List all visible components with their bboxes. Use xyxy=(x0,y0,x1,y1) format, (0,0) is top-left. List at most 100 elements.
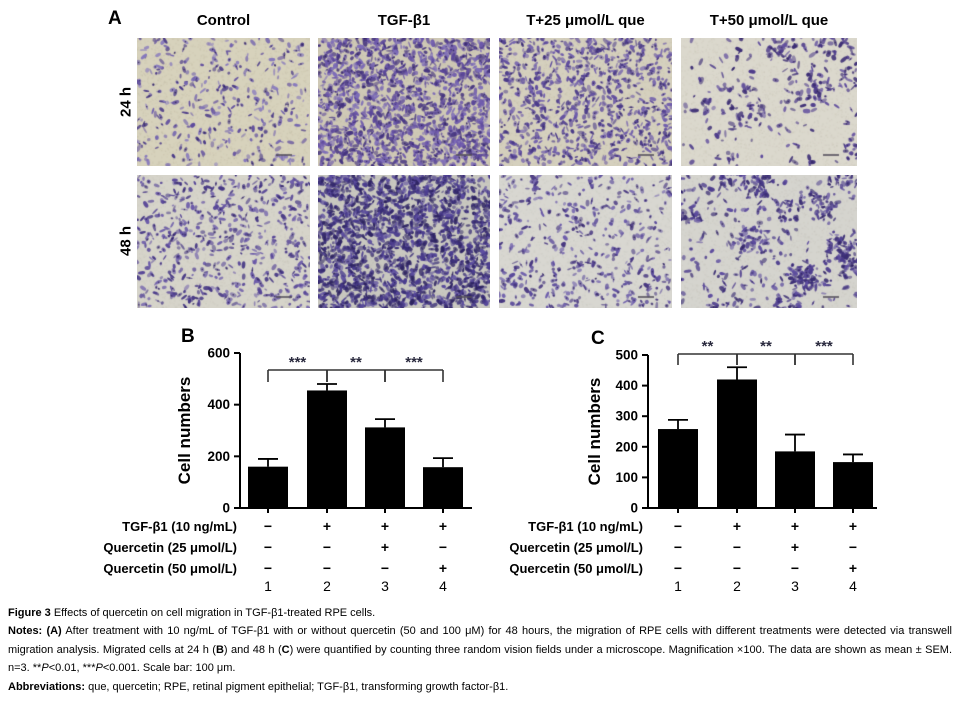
caption-run: C xyxy=(281,643,290,656)
bar-group-3 xyxy=(365,427,405,508)
y-axis-title: Cell numbers xyxy=(175,377,194,485)
micrograph-48h-t25que xyxy=(499,175,672,308)
treatment-cell: + xyxy=(438,560,448,576)
treatment-row-label: Quercetin (50 μmol/L) xyxy=(509,561,643,576)
y-tick-label: 300 xyxy=(615,409,638,424)
caption-run: P xyxy=(41,662,49,675)
caption-run: <0.01, *** xyxy=(48,662,96,675)
caption-notes: Notes: (A) After treatment with 10 ng/mL… xyxy=(8,622,952,677)
significance-stars: *** xyxy=(815,338,833,355)
column-header-tgfb1: TGF-β1 xyxy=(377,12,431,29)
bar-group-4 xyxy=(423,467,463,508)
caption-run: Abbreviations: xyxy=(8,680,89,693)
y-tick-label: 200 xyxy=(207,449,230,464)
treatment-cell: + xyxy=(848,518,858,534)
bar-group-1 xyxy=(248,466,288,508)
treatment-cell: − xyxy=(673,560,683,576)
treatment-cell: − xyxy=(263,560,273,576)
lane-number: 1 xyxy=(264,578,272,594)
significance-stars: ** xyxy=(702,338,714,355)
caption-run: After treatment with 10 ng/mL of TGF-β1 … xyxy=(8,625,952,656)
treatment-cell: + xyxy=(732,518,742,534)
significance-stars: *** xyxy=(289,354,307,371)
bar-group-2 xyxy=(717,379,757,508)
row-label-24h: 24 h xyxy=(117,86,135,118)
bar-group-2 xyxy=(307,390,347,508)
y-tick-label: 600 xyxy=(207,346,230,361)
bar-group-4 xyxy=(833,462,873,508)
treatment-cell: + xyxy=(790,518,800,534)
treatment-row-label: Quercetin (50 μmol/L) xyxy=(103,561,237,576)
lane-number: 2 xyxy=(323,578,331,594)
micrograph-48h-tgfb1 xyxy=(318,175,490,308)
treatment-cell: − xyxy=(263,539,273,555)
lane-number: 1 xyxy=(674,578,682,594)
y-tick-label: 200 xyxy=(615,439,638,454)
bar-group-1 xyxy=(658,429,698,508)
figure-caption: Figure 3 Effects of quercetin on cell mi… xyxy=(8,604,952,696)
y-tick-label: 100 xyxy=(615,470,638,485)
micrograph-24h-t50que xyxy=(681,38,857,166)
micrograph-24h-tgfb1 xyxy=(318,38,490,166)
panel-c-label: C xyxy=(591,328,605,349)
treatment-cell: − xyxy=(732,560,742,576)
y-tick-label: 400 xyxy=(615,378,638,393)
column-header-t50que: T+50 μmol/L que xyxy=(709,12,829,29)
lane-number: 2 xyxy=(733,578,741,594)
significance-stars: *** xyxy=(405,354,423,371)
caption-run: Notes: xyxy=(8,625,47,638)
significance-stars: ** xyxy=(350,354,362,371)
bar-group-3 xyxy=(775,451,815,508)
caption-run: P xyxy=(95,662,103,675)
treatment-cell: − xyxy=(673,539,683,555)
row-label-48h: 48 h xyxy=(117,225,135,257)
caption-run: B xyxy=(215,643,224,656)
y-tick-label: 400 xyxy=(207,397,230,412)
lane-number: 4 xyxy=(439,578,447,594)
caption-run: Effects of quercetin on cell migration i… xyxy=(53,607,376,619)
lane-number: 3 xyxy=(381,578,389,594)
treatment-cell: + xyxy=(380,518,390,534)
panel-b-label: B xyxy=(181,326,195,347)
caption-run: <0.001. Scale bar: 100 μm. xyxy=(102,662,236,675)
caption-run: que, quercetin; RPE, retinal pigment epi… xyxy=(88,680,509,693)
lane-number: 4 xyxy=(849,578,857,594)
treatment-row-label: Quercetin (25 μmol/L) xyxy=(509,540,643,555)
caption-run: Figure 3 xyxy=(8,607,54,619)
treatment-cell: − xyxy=(263,518,273,534)
treatment-cell: − xyxy=(790,560,800,576)
treatment-cell: + xyxy=(380,539,390,555)
caption-title: Figure 3 Effects of quercetin on cell mi… xyxy=(8,604,952,622)
treatment-cell: − xyxy=(848,539,858,555)
significance-stars: ** xyxy=(760,338,772,355)
caption-abbreviations: Abbreviations: que, quercetin; RPE, reti… xyxy=(8,678,952,696)
micrograph-48h-t50que xyxy=(681,175,857,308)
treatment-cell: − xyxy=(322,539,332,555)
caption-run: ) and 48 h ( xyxy=(223,643,282,656)
y-tick-label: 0 xyxy=(630,501,638,516)
y-tick-label: 500 xyxy=(615,348,638,363)
y-tick-label: 0 xyxy=(222,501,230,516)
treatment-cell: + xyxy=(438,518,448,534)
treatment-cell: − xyxy=(380,560,390,576)
treatment-cell: − xyxy=(438,539,448,555)
treatment-cell: + xyxy=(848,560,858,576)
micrograph-24h-control xyxy=(137,38,310,166)
column-header-control: Control xyxy=(196,12,251,29)
treatment-cell: − xyxy=(673,518,683,534)
caption-run: ) were quantified by counting three rand… xyxy=(8,643,952,675)
micrograph-48h-control xyxy=(137,175,310,308)
micrograph-24h-t25que xyxy=(499,38,672,166)
treatment-cell: + xyxy=(790,539,800,555)
treatment-cell: − xyxy=(322,560,332,576)
treatment-cell: − xyxy=(732,539,742,555)
y-axis-title: Cell numbers xyxy=(585,378,604,486)
treatment-row-label: TGF-β1 (10 ng/mL) xyxy=(528,519,643,534)
panel-a-label: A xyxy=(108,8,122,29)
treatment-cell: + xyxy=(322,518,332,534)
column-header-t25que: T+25 μmol/L que xyxy=(526,12,645,29)
lane-number: 3 xyxy=(791,578,799,594)
